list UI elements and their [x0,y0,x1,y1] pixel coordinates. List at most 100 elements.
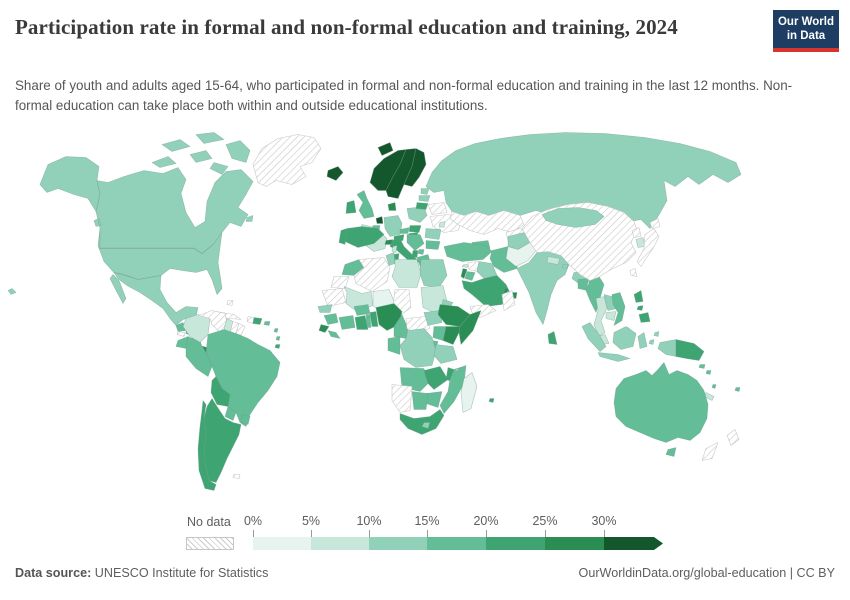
region-finland[interactable] [403,148,427,187]
region-south-sudan[interactable] [423,310,443,326]
region-united-kingdom[interactable] [356,190,375,219]
legend-bin-25-30%[interactable] [545,537,604,550]
region-hungary[interactable] [408,225,422,233]
region-tanzania[interactable] [433,344,458,364]
region-svalbard[interactable] [377,142,394,156]
region-libya[interactable] [391,259,422,288]
region-spain[interactable] [344,226,385,248]
region-ghana[interactable] [354,315,369,330]
region-comoros[interactable] [454,368,460,372]
region-taiwan[interactable] [629,268,638,277]
region-thailand[interactable] [593,296,608,337]
region-dominican-republic[interactable] [252,317,263,325]
region-lithuania[interactable] [415,202,429,210]
region-mauritania[interactable] [321,288,347,307]
legend-bin-20-25%[interactable] [486,537,545,550]
region-iceland[interactable] [326,166,344,181]
region-lesser-antilles[interactable] [273,328,281,341]
region-cambodia[interactable] [605,311,617,321]
region-guinea[interactable] [323,313,339,325]
region-bulgaria[interactable] [425,240,441,250]
region-egypt[interactable] [419,259,448,288]
region-estonia[interactable] [420,188,430,195]
region-trinidad-and-tobago[interactable] [274,344,281,349]
region-mozambique[interactable] [439,365,467,414]
region-south-korea[interactable] [635,237,646,248]
region-latvia[interactable] [418,195,431,202]
region-japan[interactable] [636,218,661,267]
region-burkina-faso[interactable] [353,304,371,316]
region-puerto-rico[interactable] [263,321,271,326]
region-lesotho[interactable] [421,422,431,429]
region-oman[interactable] [501,290,516,311]
region-pakistan[interactable] [505,242,537,267]
region-cyprus[interactable] [461,264,470,268]
region-mexico[interactable] [109,272,199,326]
region-new-zealand[interactable] [701,429,740,461]
region-australia[interactable] [613,362,709,457]
region-israel[interactable] [460,268,468,279]
region-north-macedonia[interactable] [417,249,425,255]
region-south-africa[interactable] [399,409,445,435]
region-namibia[interactable] [391,384,413,413]
legend-bin-0-5%[interactable] [253,537,311,550]
region-zimbabwe[interactable] [425,391,443,408]
region-sierra-leone[interactable] [318,324,330,333]
region-uganda[interactable] [432,326,447,341]
region-sri-lanka[interactable] [547,331,558,345]
legend-bin-15-20%[interactable] [427,537,486,550]
region-fiji[interactable] [734,387,741,392]
region-papua-new-guinea[interactable] [675,339,705,361]
region-czechia[interactable] [399,227,410,234]
region-gabon-congo[interactable] [387,336,401,355]
region-falkland-islands[interactable] [232,474,241,479]
region-liberia[interactable] [327,330,341,339]
region-western-balkans[interactable] [406,234,425,251]
region-ireland[interactable] [345,200,357,214]
region-bhutan[interactable] [561,264,569,269]
region-benin[interactable] [369,311,379,327]
region-botswana[interactable] [411,391,429,410]
region-moldova[interactable] [438,221,446,228]
region-togo[interactable] [365,314,372,328]
region-mauritius[interactable] [488,398,495,403]
region-denmark[interactable] [387,202,397,211]
region-western-sahara[interactable] [330,276,350,289]
region-turkey[interactable] [443,242,493,262]
region-canada[interactable] [93,132,254,254]
region-bahamas[interactable] [226,300,234,306]
region-nepal[interactable] [546,256,561,265]
region-venezuela[interactable] [198,310,228,333]
region-madagascar[interactable] [460,372,478,413]
region-solomon-islands[interactable] [698,364,712,375]
region-indonesia[interactable] [581,322,677,362]
region-uruguay[interactable] [240,414,251,425]
region-north-korea[interactable] [631,227,642,238]
region-el-salvador[interactable] [176,331,186,337]
region-angola[interactable] [399,367,429,392]
region-kazakhstan[interactable] [449,210,525,235]
region-romania[interactable] [424,228,442,240]
region-philippines[interactable] [633,290,651,323]
data-source-value[interactable]: UNESCO Institute for Statistics [91,566,269,580]
region-ivory-coast[interactable] [338,315,356,330]
region-belarus[interactable] [427,202,448,215]
region-senegal[interactable] [317,304,333,313]
region-greenland[interactable] [252,134,322,187]
legend-bin-30%+[interactable] [604,537,663,550]
region-mongolia[interactable] [541,207,605,228]
region-vanuatu[interactable] [711,384,717,389]
region-paraguay[interactable] [224,406,237,421]
region-algeria[interactable] [353,257,391,292]
legend-bin-5-10%[interactable] [311,537,369,550]
region-bolivia[interactable] [210,376,231,407]
region-germany[interactable] [383,215,403,237]
region-zambia[interactable] [423,366,449,390]
region-corsica[interactable] [391,245,398,253]
region-chile[interactable] [197,400,217,491]
region-vietnam[interactable] [611,292,626,326]
region-democratic-republic-of-congo[interactable] [399,328,437,368]
legend-no-data-swatch[interactable] [186,537,234,550]
region-netherlands[interactable] [375,216,384,224]
legend-bin-10-15%[interactable] [369,537,427,550]
